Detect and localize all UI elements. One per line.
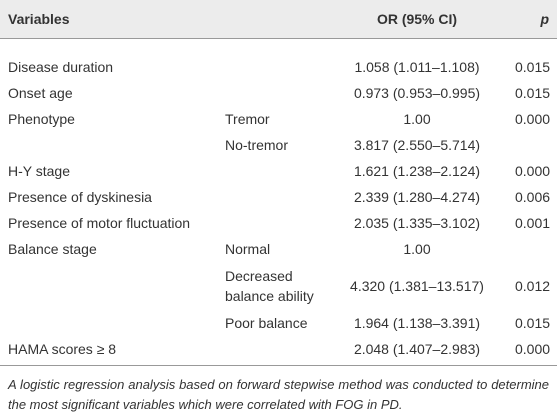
table-cell: H-Y stage xyxy=(8,162,70,179)
table-cell: Poor balance xyxy=(225,314,308,331)
table-cell: 1.00 xyxy=(403,240,431,257)
table-cell: 0.006 xyxy=(515,188,551,205)
table-cell: 4.320 (1.381–13.517) xyxy=(350,277,484,294)
table-cell xyxy=(507,236,557,262)
table-cell: 0.001 xyxy=(515,214,551,231)
table-cell: 0.015 xyxy=(515,58,551,75)
table-row: Presence of dyskinesia 2.339 (1.280–4.274… xyxy=(0,184,557,210)
table-cell: 1.964 (1.138–3.391) xyxy=(353,314,481,331)
table-row: H-Y stage 1.621 (1.238–2.124) 0.000 xyxy=(0,158,557,184)
table-cell: Presence of motor fluctuation xyxy=(8,214,191,231)
table-cell: 0.000 xyxy=(515,340,551,357)
table-cell: 2.339 (1.280–4.274) xyxy=(353,188,481,205)
footnote: A logistic regression analysis based on … xyxy=(8,376,549,412)
table-cell: Phenotype xyxy=(8,110,75,127)
table-cell xyxy=(507,132,557,158)
header-row: Variables OR (95% CI) p xyxy=(0,0,557,38)
table-row: Onset age 0.973 (0.953–0.995) 0.015 xyxy=(0,80,557,106)
table-body: Disease duration 1.058 (1.011–1.108) 0.015… xyxy=(0,38,557,365)
table-cell: 0.015 xyxy=(515,84,551,101)
table-cell xyxy=(0,132,217,158)
table-cell: Normal xyxy=(225,240,271,257)
table-row: Decreased balance ability 4.320 (1.381–13… xyxy=(0,262,557,310)
table-cell xyxy=(217,38,327,80)
table-cell: 0.000 xyxy=(515,162,551,179)
table-cell: Balance stage xyxy=(8,240,97,257)
table-cell: HAMA scores ≥ 8 xyxy=(8,340,117,357)
table-cell: 2.035 (1.335–3.102) xyxy=(353,214,481,231)
table-cell: Tremor xyxy=(225,110,270,127)
table-cell: 1.058 (1.011–1.108) xyxy=(354,58,480,75)
table-cell: 2.048 (1.407–2.983) xyxy=(353,340,481,357)
table-row: Phenotype Tremor 1.00 0.000 xyxy=(0,106,557,132)
table-cell xyxy=(217,336,327,366)
header-cell: OR (95% CI) xyxy=(376,10,458,27)
table-row: Balance stage Normal 1.00 xyxy=(0,236,557,262)
table-cell: 1.00 xyxy=(403,110,431,127)
table-row: Poor balance 1.964 (1.138–3.391) 0.015 xyxy=(0,310,557,336)
results-table: Variables OR (95% CI) p Disease duration… xyxy=(0,0,557,365)
table-cell: No-tremor xyxy=(225,136,289,153)
header-cell: p xyxy=(540,10,549,27)
table-cell: Disease duration xyxy=(8,58,114,75)
table-cell xyxy=(217,80,327,106)
table-cell: 0.973 (0.953–0.995) xyxy=(353,84,481,101)
table-cell: Presence of dyskinesia xyxy=(8,188,152,205)
table-cell xyxy=(0,310,217,336)
table-cell: 1.621 (1.238–2.124) xyxy=(353,162,481,179)
table-cell: 0.012 xyxy=(515,277,551,294)
table-row: HAMA scores ≥ 8 2.048 (1.407–2.983) 0.000 xyxy=(0,336,557,366)
table-row: Disease duration 1.058 (1.011–1.108) 0.015 xyxy=(0,38,557,80)
table-cell: Onset age xyxy=(8,84,73,101)
header-cell: Variables xyxy=(8,10,70,27)
table-row: No-tremor 3.817 (2.550–5.714) xyxy=(0,132,557,158)
table-cell: 0.000 xyxy=(515,110,551,127)
table-cell: 0.015 xyxy=(515,314,551,331)
table-cell: 3.817 (2.550–5.714) xyxy=(353,136,481,153)
table-cell xyxy=(217,158,327,184)
table-cell xyxy=(217,210,327,236)
table-cell xyxy=(0,262,217,310)
table-cell xyxy=(217,184,327,210)
table-cell: Decreased balance ability xyxy=(225,267,314,304)
table-row: Presence of motor fluctuation 2.035 (1.33… xyxy=(0,210,557,236)
